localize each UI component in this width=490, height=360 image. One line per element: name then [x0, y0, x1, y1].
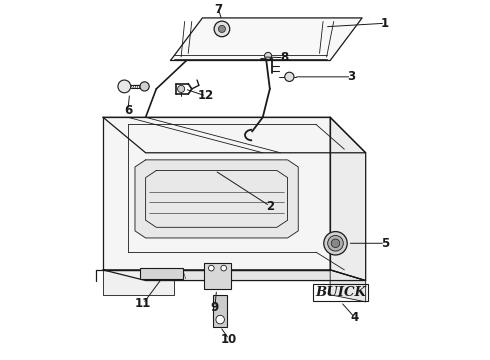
- Polygon shape: [135, 160, 298, 238]
- Text: 6: 6: [124, 104, 132, 117]
- Circle shape: [285, 72, 294, 81]
- Polygon shape: [330, 270, 366, 302]
- Circle shape: [214, 21, 230, 37]
- Polygon shape: [103, 270, 366, 280]
- Circle shape: [328, 235, 343, 251]
- Circle shape: [208, 265, 214, 271]
- Polygon shape: [330, 117, 366, 280]
- Circle shape: [324, 231, 347, 255]
- Circle shape: [265, 52, 271, 59]
- Text: 7: 7: [214, 3, 222, 15]
- Text: 10: 10: [221, 333, 237, 346]
- Text: 12: 12: [198, 90, 214, 103]
- Text: 2: 2: [266, 199, 274, 212]
- Text: 8: 8: [280, 51, 288, 64]
- FancyBboxPatch shape: [204, 263, 231, 289]
- Text: 9: 9: [211, 301, 219, 314]
- Text: 5: 5: [381, 237, 389, 250]
- Bar: [140, 268, 183, 279]
- Circle shape: [221, 265, 226, 271]
- Circle shape: [177, 85, 185, 93]
- Text: BUICK: BUICK: [316, 287, 367, 300]
- Polygon shape: [103, 117, 330, 270]
- Circle shape: [219, 25, 225, 32]
- Text: 3: 3: [347, 70, 356, 83]
- Circle shape: [118, 80, 131, 93]
- Text: 1: 1: [381, 17, 389, 30]
- Polygon shape: [103, 117, 366, 153]
- FancyBboxPatch shape: [213, 295, 227, 327]
- Circle shape: [140, 82, 149, 91]
- Circle shape: [331, 239, 340, 248]
- Text: 11: 11: [135, 297, 151, 310]
- Text: 4: 4: [351, 311, 359, 324]
- Circle shape: [216, 315, 224, 324]
- Polygon shape: [103, 270, 174, 295]
- Polygon shape: [171, 18, 362, 60]
